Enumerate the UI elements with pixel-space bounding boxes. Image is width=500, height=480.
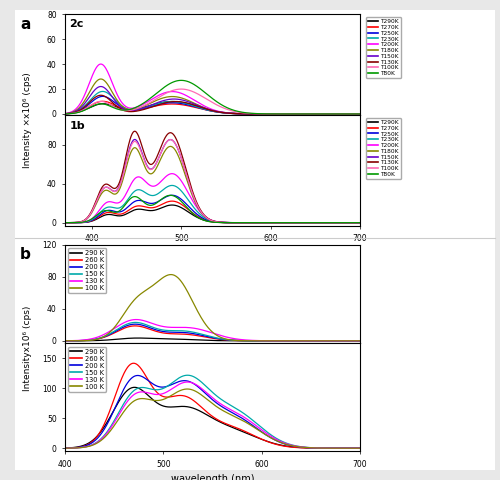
Legend: T290K, T270K, T250K, T230K, T200K, T180K, T150K, T130K, T100K, T80K: T290K, T270K, T250K, T230K, T200K, T180K… [366, 17, 401, 78]
Text: b: b [20, 247, 31, 262]
X-axis label: wavelength (nm): wavelength (nm) [171, 249, 254, 259]
Text: Intensityx10⁶ (cps): Intensityx10⁶ (cps) [23, 305, 32, 391]
Text: Intensity ×x10⁶ (cps): Intensity ×x10⁶ (cps) [23, 72, 32, 168]
Text: 1e: 1e [70, 348, 84, 359]
X-axis label: wavelength (nm): wavelength (nm) [171, 474, 254, 480]
Legend: 290 K, 260 K, 200 K, 150 K, 130 K, 100 K: 290 K, 260 K, 200 K, 150 K, 130 K, 100 K [68, 347, 106, 392]
Legend: 290 K, 260 K, 200 K, 150 K, 130 K, 100 K: 290 K, 260 K, 200 K, 150 K, 130 K, 100 K [68, 248, 106, 293]
Text: 1b: 1b [70, 121, 85, 131]
Text: 2e: 2e [70, 250, 84, 260]
Text: 2c: 2c [70, 20, 84, 29]
Text: a: a [20, 17, 30, 32]
Legend: T290K, T270K, T250K, T230K, T200K, T180K, T150K, T130K, T100K, T80K: T290K, T270K, T250K, T230K, T200K, T180K… [366, 118, 401, 179]
